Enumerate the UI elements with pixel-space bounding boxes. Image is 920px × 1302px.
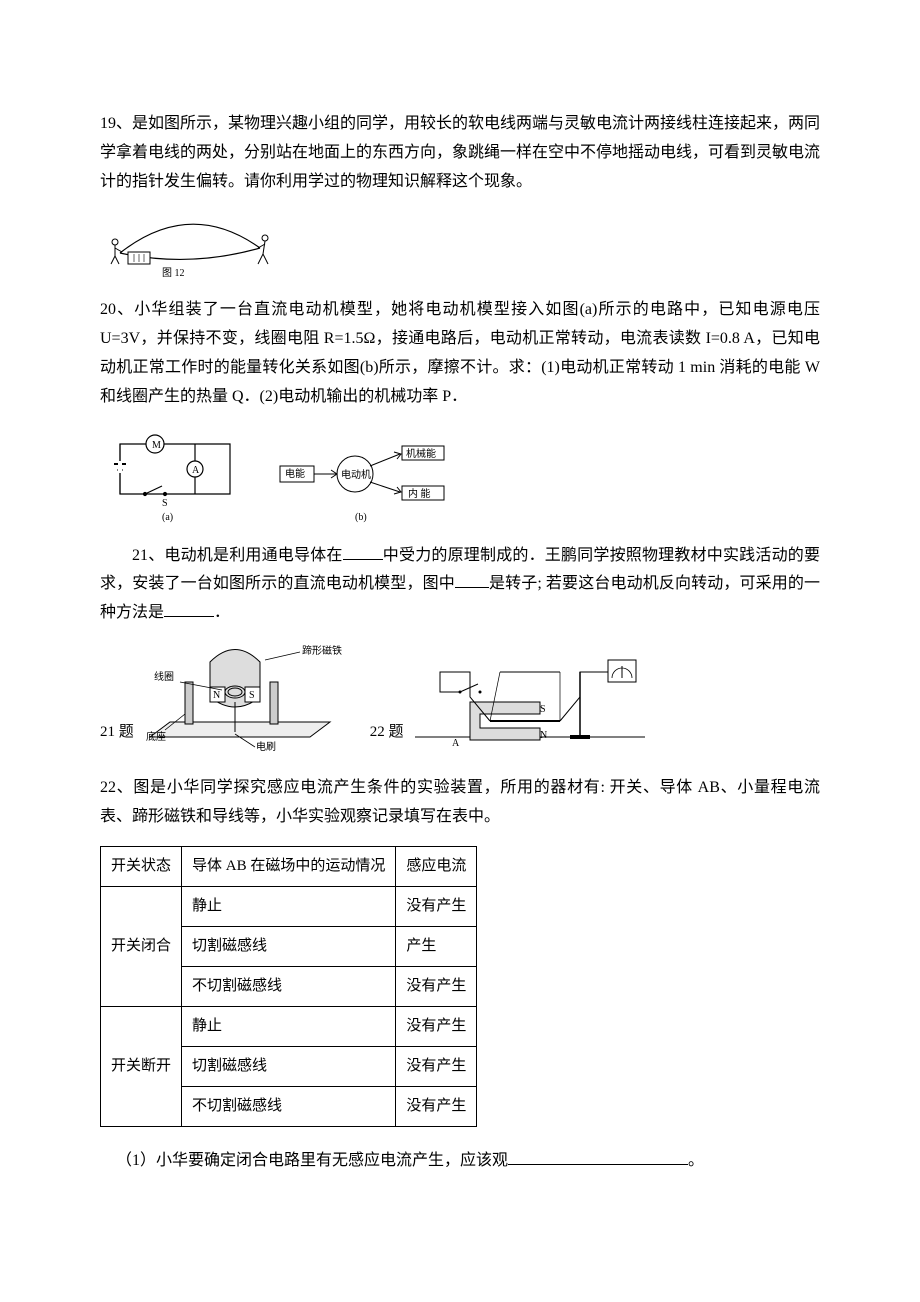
q19-fig-caption: 图 12 [162, 267, 185, 278]
cell-motion: 静止 [182, 1006, 396, 1046]
cell-current: 产生 [396, 926, 477, 966]
q21-figure: 蹄形磁铁 线圈 底座 电刷 N S [140, 642, 350, 752]
q22-sub1-blank [508, 1148, 688, 1165]
q21-q22-figures: 21 题 蹄形磁铁 线圈 底座 电刷 N S [100, 642, 820, 752]
q21-fig-caption: 21 题 [100, 719, 134, 752]
q21-text: 21、电动机是利用通电导体在中受力的原理制成的．王鹏同学按照物理教材中实践活动的… [100, 542, 820, 628]
svg-text:S: S [540, 704, 546, 715]
q20-text: 20、小华组装了一台直流电动机模型，她将电动机模型接入如图(a)所示的电路中，已… [100, 296, 820, 411]
svg-text:M: M [152, 440, 161, 451]
svg-text:S: S [249, 690, 255, 701]
cell-current: 没有产生 [396, 886, 477, 926]
q21-blank1 [343, 543, 383, 560]
col-motion: 导体 AB 在磁场中的运动情况 [182, 846, 396, 886]
q21-tail: ． [214, 604, 230, 621]
q22-text: 22、图是小华同学探究感应电流产生条件的实验装置，所用的器材有: 开关、导体 A… [100, 774, 820, 832]
q21-pre: 21、电动机是利用通电导体在 [132, 547, 343, 564]
svg-text:N: N [213, 690, 220, 701]
svg-text:A: A [452, 738, 460, 749]
cell-current: 没有产生 [396, 1046, 477, 1086]
col-current: 感应电流 [396, 846, 477, 886]
cell-current: 没有产生 [396, 966, 477, 1006]
cell-motion: 切割磁感线 [182, 926, 396, 966]
table-header-row: 开关状态 导体 AB 在磁场中的运动情况 感应电流 [101, 846, 477, 886]
col-switch-state: 开关状态 [101, 846, 182, 886]
svg-text:A: A [192, 465, 200, 476]
q22-sub1-pre: （1）小华要确定闭合电路里有无感应电流产生，应该观 [116, 1152, 508, 1169]
svg-text:线圈: 线圈 [154, 670, 174, 683]
cell-current: 没有产生 [396, 1006, 477, 1046]
q19-text: 19、是如图所示，某物理兴趣小组的同学，用较长的软电线两端与灵敏电流计两接线柱连… [100, 110, 820, 196]
cell-state-closed: 开关闭合 [101, 886, 182, 1006]
cell-motion: 静止 [182, 886, 396, 926]
cell-motion: 不切割磁感线 [182, 966, 396, 1006]
q19-figure: 图 12 [100, 208, 820, 278]
q22-sub1: （1）小华要确定闭合电路里有无感应电流产生，应该观 。 [100, 1147, 820, 1176]
svg-text:内 能: 内 能 [408, 487, 431, 500]
svg-text:(b): (b) [355, 512, 367, 523]
table-row: 开关闭合 静止 没有产生 [101, 886, 477, 926]
q22-sub1-tail: 。 [688, 1152, 704, 1169]
cell-motion: 切割磁感线 [182, 1046, 396, 1086]
q22-figure: S N A [410, 652, 650, 752]
cell-current: 没有产生 [396, 1086, 477, 1126]
q21-blank3 [164, 600, 214, 617]
svg-text:电刷: 电刷 [256, 740, 276, 752]
svg-text:电动机: 电动机 [341, 468, 371, 481]
cell-motion: 不切割磁感线 [182, 1086, 396, 1126]
cell-state-open: 开关断开 [101, 1006, 182, 1126]
q20-figure: M A S (a) 电能 电动机 机械能 内 能 [100, 424, 820, 524]
svg-text:N: N [540, 730, 547, 741]
q21-blank2 [455, 571, 489, 588]
svg-text:机械能: 机械能 [406, 447, 436, 460]
svg-text:电能: 电能 [285, 467, 305, 480]
svg-text:蹄形磁铁: 蹄形磁铁 [302, 644, 342, 657]
svg-text:底座: 底座 [146, 730, 166, 743]
table-row: 开关断开 静止 没有产生 [101, 1006, 477, 1046]
q22-table: 开关状态 导体 AB 在磁场中的运动情况 感应电流 开关闭合 静止 没有产生 切… [100, 846, 477, 1127]
svg-text:(a): (a) [162, 512, 173, 523]
svg-text:S: S [162, 498, 168, 509]
q22-fig-caption: 22 题 [370, 719, 404, 752]
